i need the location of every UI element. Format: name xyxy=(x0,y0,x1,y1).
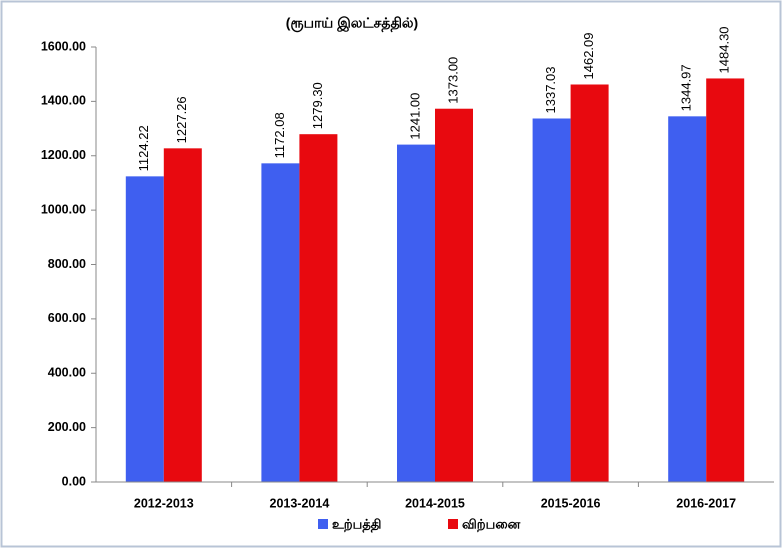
y-tick-label: 200.00 xyxy=(48,420,86,434)
x-tick-label: 2013-2014 xyxy=(270,496,330,510)
value-label: 1241.00 xyxy=(407,93,422,140)
x-tick-label: 2015-2016 xyxy=(541,496,601,510)
bar xyxy=(299,134,338,482)
value-label: 1337.03 xyxy=(543,66,558,113)
y-tick-label: 1200.00 xyxy=(41,148,86,162)
x-tick-label: 2012-2013 xyxy=(134,496,194,510)
x-tick-label: 2014-2015 xyxy=(405,496,465,510)
legend-swatch xyxy=(318,519,328,529)
y-tick-label: 800.00 xyxy=(48,257,86,271)
bar xyxy=(668,116,707,483)
legend-swatch xyxy=(448,519,458,529)
chart-title: (ரூபாய் இலட்சத்தில்) xyxy=(286,15,418,33)
bar xyxy=(570,84,609,483)
bar xyxy=(125,176,164,482)
y-tick-label: 1000.00 xyxy=(41,202,86,216)
value-label: 1172.08 xyxy=(272,112,287,158)
bar xyxy=(163,148,202,482)
y-tick-label: 600.00 xyxy=(48,311,86,325)
x-tick-label: 2016-2017 xyxy=(676,496,736,510)
bar xyxy=(261,163,300,482)
bar xyxy=(706,78,745,483)
y-tick-label: 1600.00 xyxy=(41,39,86,53)
value-label: 1279.30 xyxy=(310,82,325,129)
value-label: 1373.00 xyxy=(445,57,460,104)
y-tick-label: 400.00 xyxy=(48,366,86,380)
bar xyxy=(532,118,571,483)
legend-label: விற்பனை xyxy=(462,516,521,532)
value-label: 1227.26 xyxy=(174,96,189,143)
bar xyxy=(435,108,473,482)
bar xyxy=(397,144,435,482)
y-tick-label: 1400.00 xyxy=(41,94,86,108)
value-label: 1462.09 xyxy=(581,32,596,79)
legend-label: உற்பத்தி xyxy=(332,516,381,532)
value-label: 1484.30 xyxy=(717,26,732,73)
y-tick-label: 0.00 xyxy=(62,474,86,488)
value-label: 1344.97 xyxy=(679,64,694,111)
value-label: 1124.22 xyxy=(136,125,151,171)
